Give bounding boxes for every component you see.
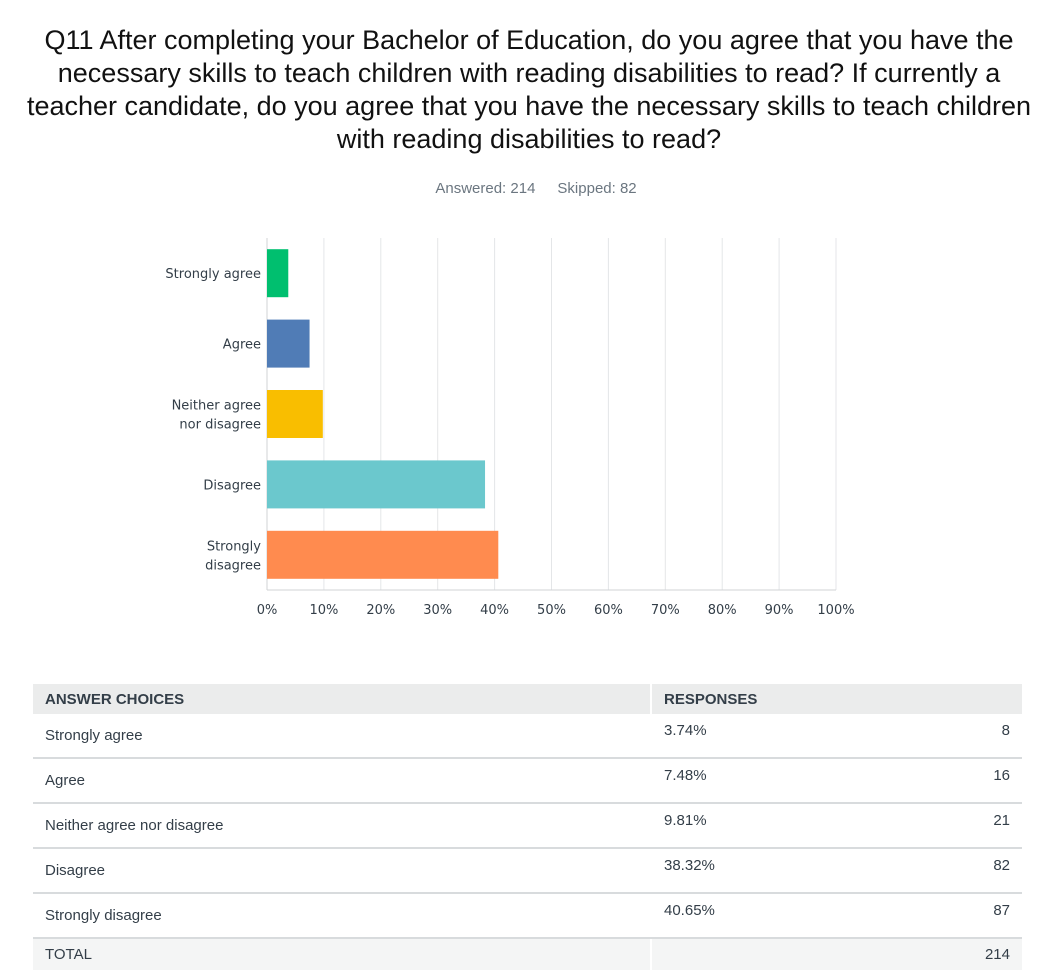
bar xyxy=(267,390,323,438)
x-tick-label: 70% xyxy=(651,603,680,618)
header-answer-choices: ANSWER CHOICES xyxy=(33,684,651,714)
response-count: 16 xyxy=(993,767,1010,784)
category-label: disagree xyxy=(205,558,261,573)
response-percent-cell: 7.48% 16 xyxy=(650,758,1022,804)
response-percent: 7.48% xyxy=(664,767,707,784)
category-labels: Strongly agree Agree Neither agree nor disa… xyxy=(165,267,261,573)
bar xyxy=(267,460,486,509)
chart-bars xyxy=(267,249,499,579)
response-percent-cell: 40.65% 87 xyxy=(650,893,1022,939)
response-percent-cell: 9.81% 21 xyxy=(650,803,1022,849)
x-tick-label: 80% xyxy=(708,603,737,618)
bar-chart: Strongly agree Agree Neither agree nor disa… xyxy=(165,238,855,618)
response-percent: 3.74% xyxy=(664,722,707,739)
response-percent: 40.65% xyxy=(664,902,715,919)
bar xyxy=(267,530,499,579)
category-label: Agree xyxy=(223,338,261,353)
table-row: Disagree 38.32% 82 xyxy=(33,848,1022,894)
response-percent: 38.32% xyxy=(664,857,715,874)
table-total-row: TOTAL 214 xyxy=(33,938,1022,970)
category-label: nor disagree xyxy=(179,418,261,433)
x-tick-label: 100% xyxy=(817,603,854,618)
x-tick-label: 20% xyxy=(366,603,395,618)
table-row: Agree 7.48% 16 xyxy=(33,758,1022,804)
x-tick-label: 90% xyxy=(765,603,794,618)
response-count: 82 xyxy=(993,857,1010,874)
answer-choice: Agree xyxy=(33,758,651,804)
x-tick-label: 40% xyxy=(480,603,509,618)
answered-count: Answered: 214 xyxy=(435,180,536,197)
response-count: 21 xyxy=(993,812,1010,829)
response-count: 8 xyxy=(1001,722,1010,739)
total-count-cell: 214 xyxy=(650,938,1022,970)
category-label: Strongly agree xyxy=(165,267,261,282)
x-tick-label: 50% xyxy=(537,603,566,618)
question-title: Q11 After completing your Bachelor of Ed… xyxy=(26,25,1032,154)
x-tick-label: 30% xyxy=(423,603,452,618)
answer-choice: Neither agree nor disagree xyxy=(33,803,651,849)
table-header-row: ANSWER CHOICES RESPONSES xyxy=(33,684,1022,714)
responses-table: ANSWER CHOICES RESPONSES Strongly agree 3… xyxy=(33,684,1022,970)
table-row: Neither agree nor disagree 9.81% 21 xyxy=(33,803,1022,849)
x-axis-ticks: 0% 10% 20% 30% 40% 50% 60% 70% 80% 90% 100% xyxy=(257,603,855,618)
bar xyxy=(267,249,289,298)
x-tick-label: 60% xyxy=(594,603,623,618)
answer-choice: Strongly disagree xyxy=(33,893,651,939)
answer-choice: Disagree xyxy=(33,848,651,894)
total-label: TOTAL xyxy=(33,938,651,970)
table-row: Strongly disagree 40.65% 87 xyxy=(33,893,1022,939)
category-label: Neither agree xyxy=(172,399,261,414)
response-percent: 9.81% xyxy=(664,812,707,829)
header-responses: RESPONSES xyxy=(650,684,1022,714)
response-stats: Answered: 214 Skipped: 82 xyxy=(0,180,1048,197)
category-label: Strongly xyxy=(207,539,261,554)
response-count: 87 xyxy=(993,902,1010,919)
answer-choice: Strongly agree xyxy=(33,714,651,759)
total-count: 214 xyxy=(984,946,1010,963)
table-row: Strongly agree 3.74% 8 xyxy=(33,714,1022,759)
response-percent-cell: 3.74% 8 xyxy=(650,714,1022,759)
category-label: Disagree xyxy=(203,478,261,493)
bar xyxy=(267,319,310,368)
x-tick-label: 10% xyxy=(309,603,338,618)
skipped-count: Skipped: 82 xyxy=(557,180,637,197)
response-percent-cell: 38.32% 82 xyxy=(650,848,1022,894)
x-tick-label: 0% xyxy=(257,603,278,618)
